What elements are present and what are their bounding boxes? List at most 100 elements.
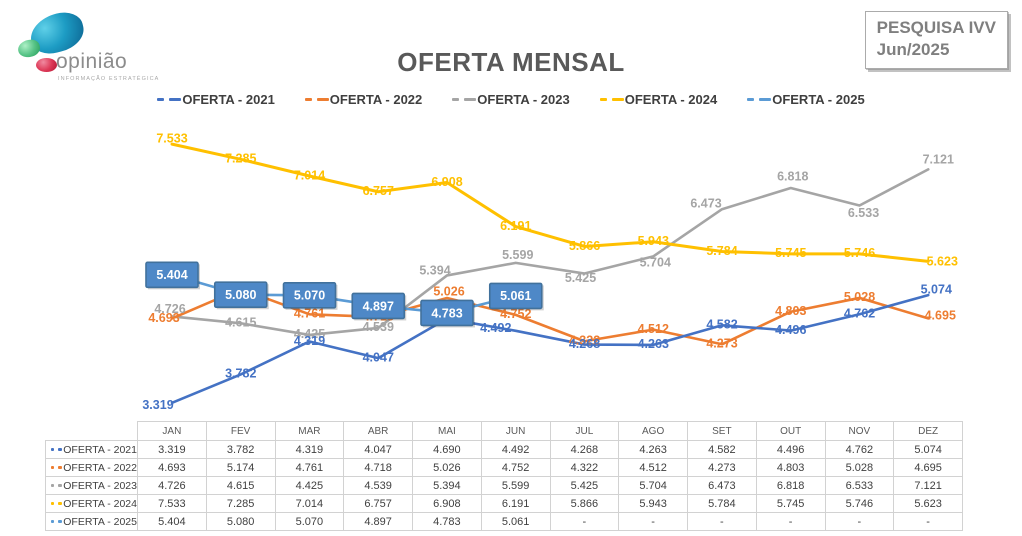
data-label-oferta-2023: 4.615 xyxy=(225,316,256,330)
data-label-oferta-2021: 4.496 xyxy=(775,323,806,337)
table-row-oferta-2024: OFERTA - 2024 7.533 7.285 7.014 6.757 6.908 6.… xyxy=(45,494,963,513)
data-label-oferta-2022: 4.803 xyxy=(775,304,806,318)
legend-item-oferta-2022: OFERTA - 2022 xyxy=(304,92,423,107)
month-header-dez: DEZ xyxy=(893,421,963,441)
legend-label: OFERTA - 2024 xyxy=(624,92,718,107)
value-cell: 5.074 xyxy=(893,440,963,459)
value-cell: 7.014 xyxy=(274,494,345,513)
data-label-oferta-2023: 4.726 xyxy=(154,302,185,316)
value-cell: 6.908 xyxy=(412,494,482,513)
value-cell: 4.582 xyxy=(687,440,757,459)
data-label-oferta-2023: 6.473 xyxy=(690,196,721,210)
value-cell: 4.783 xyxy=(412,512,482,531)
data-label-oferta-2023: 5.394 xyxy=(419,264,450,278)
legend-item-oferta-2023: OFERTA - 2023 xyxy=(452,92,570,107)
value-cell: 5.943 xyxy=(618,494,688,513)
data-label-oferta-2024: 6.908 xyxy=(431,175,462,189)
month-header-ago: AGO xyxy=(618,421,688,441)
value-cell: 5.394 xyxy=(412,476,482,495)
data-label-oferta-2022: 5.028 xyxy=(844,290,875,304)
data-label-oferta-2021: 4.319 xyxy=(294,334,325,348)
table-row-oferta-2023: OFERTA - 2023 4.726 4.615 4.425 4.539 5.394 5.… xyxy=(45,476,963,495)
row-label: OFERTA - 2025 xyxy=(45,512,138,531)
legend-dash-icon xyxy=(304,97,312,102)
month-header-abr: ABR xyxy=(343,421,413,441)
legend-dash-icon xyxy=(599,97,607,102)
value-cell: 7.285 xyxy=(205,494,276,513)
value-cell: 4.803 xyxy=(755,458,826,477)
row-label: OFERTA - 2024 xyxy=(45,494,138,513)
row-label: OFERTA - 2021 xyxy=(45,440,138,459)
table-header-row: JAN FEV MAR ABR MAI JUN JUL AGO SET OUT NOV DEZ xyxy=(46,421,963,441)
data-label-oferta-2021: 4.263 xyxy=(638,337,669,351)
value-cell: - xyxy=(549,512,620,531)
data-label-oferta-2021: 5.074 xyxy=(921,282,952,296)
data-label-oferta-2024: 5.623 xyxy=(927,255,958,269)
badge-line2: Jun/2025 xyxy=(876,40,950,60)
data-label-oferta-2024: 5.943 xyxy=(638,234,669,248)
month-header-set: SET xyxy=(687,421,757,441)
chart-legend: OFERTA - 2021 OFERTA - 2022 OFERTA - 2023 O… xyxy=(0,92,1022,107)
row-label-text: OFERTA - 2022 xyxy=(63,461,137,474)
data-label-oferta-2025: 5.080 xyxy=(225,288,256,302)
series-dash-icon xyxy=(57,448,63,451)
value-cell: 7.121 xyxy=(893,476,963,495)
data-label-oferta-2021: 4.047 xyxy=(363,350,394,364)
value-cell: 5.704 xyxy=(618,476,688,495)
table-corner xyxy=(46,422,138,441)
value-cell: 4.897 xyxy=(343,512,413,531)
pesquisa-badge: PESQUISA IVV Jun/2025 xyxy=(864,11,1008,70)
data-label-oferta-2023: 5.425 xyxy=(565,271,596,285)
data-label-oferta-2025: 4.897 xyxy=(363,299,394,313)
data-label-oferta-2025: 5.061 xyxy=(500,289,531,303)
month-header-fev: FEV xyxy=(205,421,276,441)
value-cell: 5.599 xyxy=(480,476,551,495)
value-cell: 4.695 xyxy=(893,458,963,477)
line-oferta-2023 xyxy=(170,168,930,337)
value-cell: 5.070 xyxy=(274,512,345,531)
value-cell: 5.174 xyxy=(205,458,276,477)
logo-tagline: INFORMAÇÃO ESTRATÉGICA xyxy=(58,76,160,82)
table-row-oferta-2022: OFERTA - 2022 4.693 5.174 4.761 4.718 5.026 4.… xyxy=(45,458,963,477)
value-cell: 4.319 xyxy=(274,440,345,459)
data-label-oferta-2023: 6.533 xyxy=(848,206,879,220)
legend-dash-icon xyxy=(169,97,182,102)
value-cell: 3.319 xyxy=(137,440,207,459)
opiniao-logo: opinião INFORMAÇÃO ESTRATÉGICA xyxy=(10,6,160,86)
series-dash-icon xyxy=(57,502,63,505)
data-label-oferta-2025: 5.070 xyxy=(294,289,325,303)
data-label-oferta-2023: 5.704 xyxy=(640,256,671,270)
month-header-jul: JUL xyxy=(549,421,620,441)
data-table: JAN FEV MAR ABR MAI JUN JUL AGO SET OUT NOV DEZ OFER… xyxy=(45,421,963,531)
data-label-oferta-2021: 4.762 xyxy=(844,307,875,321)
value-cell: - xyxy=(893,512,963,531)
value-cell: 4.762 xyxy=(824,440,895,459)
row-label: OFERTA - 2023 xyxy=(45,476,138,495)
value-cell: 4.539 xyxy=(343,476,413,495)
month-header-nov: NOV xyxy=(824,421,895,441)
row-label: OFERTA - 2022 xyxy=(45,458,138,477)
data-label-boxed-oferta-2025: 5.404 xyxy=(145,261,200,290)
value-cell: 4.615 xyxy=(205,476,276,495)
value-cell: 5.745 xyxy=(755,494,826,513)
month-header-mai: MAI xyxy=(412,421,482,441)
data-label-oferta-2022: 4.752 xyxy=(500,307,531,321)
value-cell: 5.784 xyxy=(687,494,757,513)
value-cell: 3.782 xyxy=(205,440,276,459)
data-label-oferta-2022: 4.695 xyxy=(925,309,956,323)
series-dash-icon xyxy=(57,520,63,523)
data-label-oferta-2022: 5.026 xyxy=(433,284,464,298)
value-cell: 4.726 xyxy=(137,476,207,495)
legend-label: OFERTA - 2022 xyxy=(329,92,423,107)
series-dash-icon xyxy=(57,466,63,469)
series-dash-icon xyxy=(51,520,54,523)
legend-dash-icon xyxy=(452,97,460,102)
value-cell: 6.191 xyxy=(480,494,551,513)
line-oferta-2022 xyxy=(170,287,930,346)
legend-dash-icon xyxy=(759,97,772,102)
legend-dash-icon xyxy=(464,97,477,102)
value-cell: 5.080 xyxy=(205,512,276,531)
data-label-boxed-oferta-2025: 4.897 xyxy=(351,292,407,321)
data-label-oferta-2024: 7.285 xyxy=(225,152,256,166)
value-cell: 5.425 xyxy=(549,476,620,495)
